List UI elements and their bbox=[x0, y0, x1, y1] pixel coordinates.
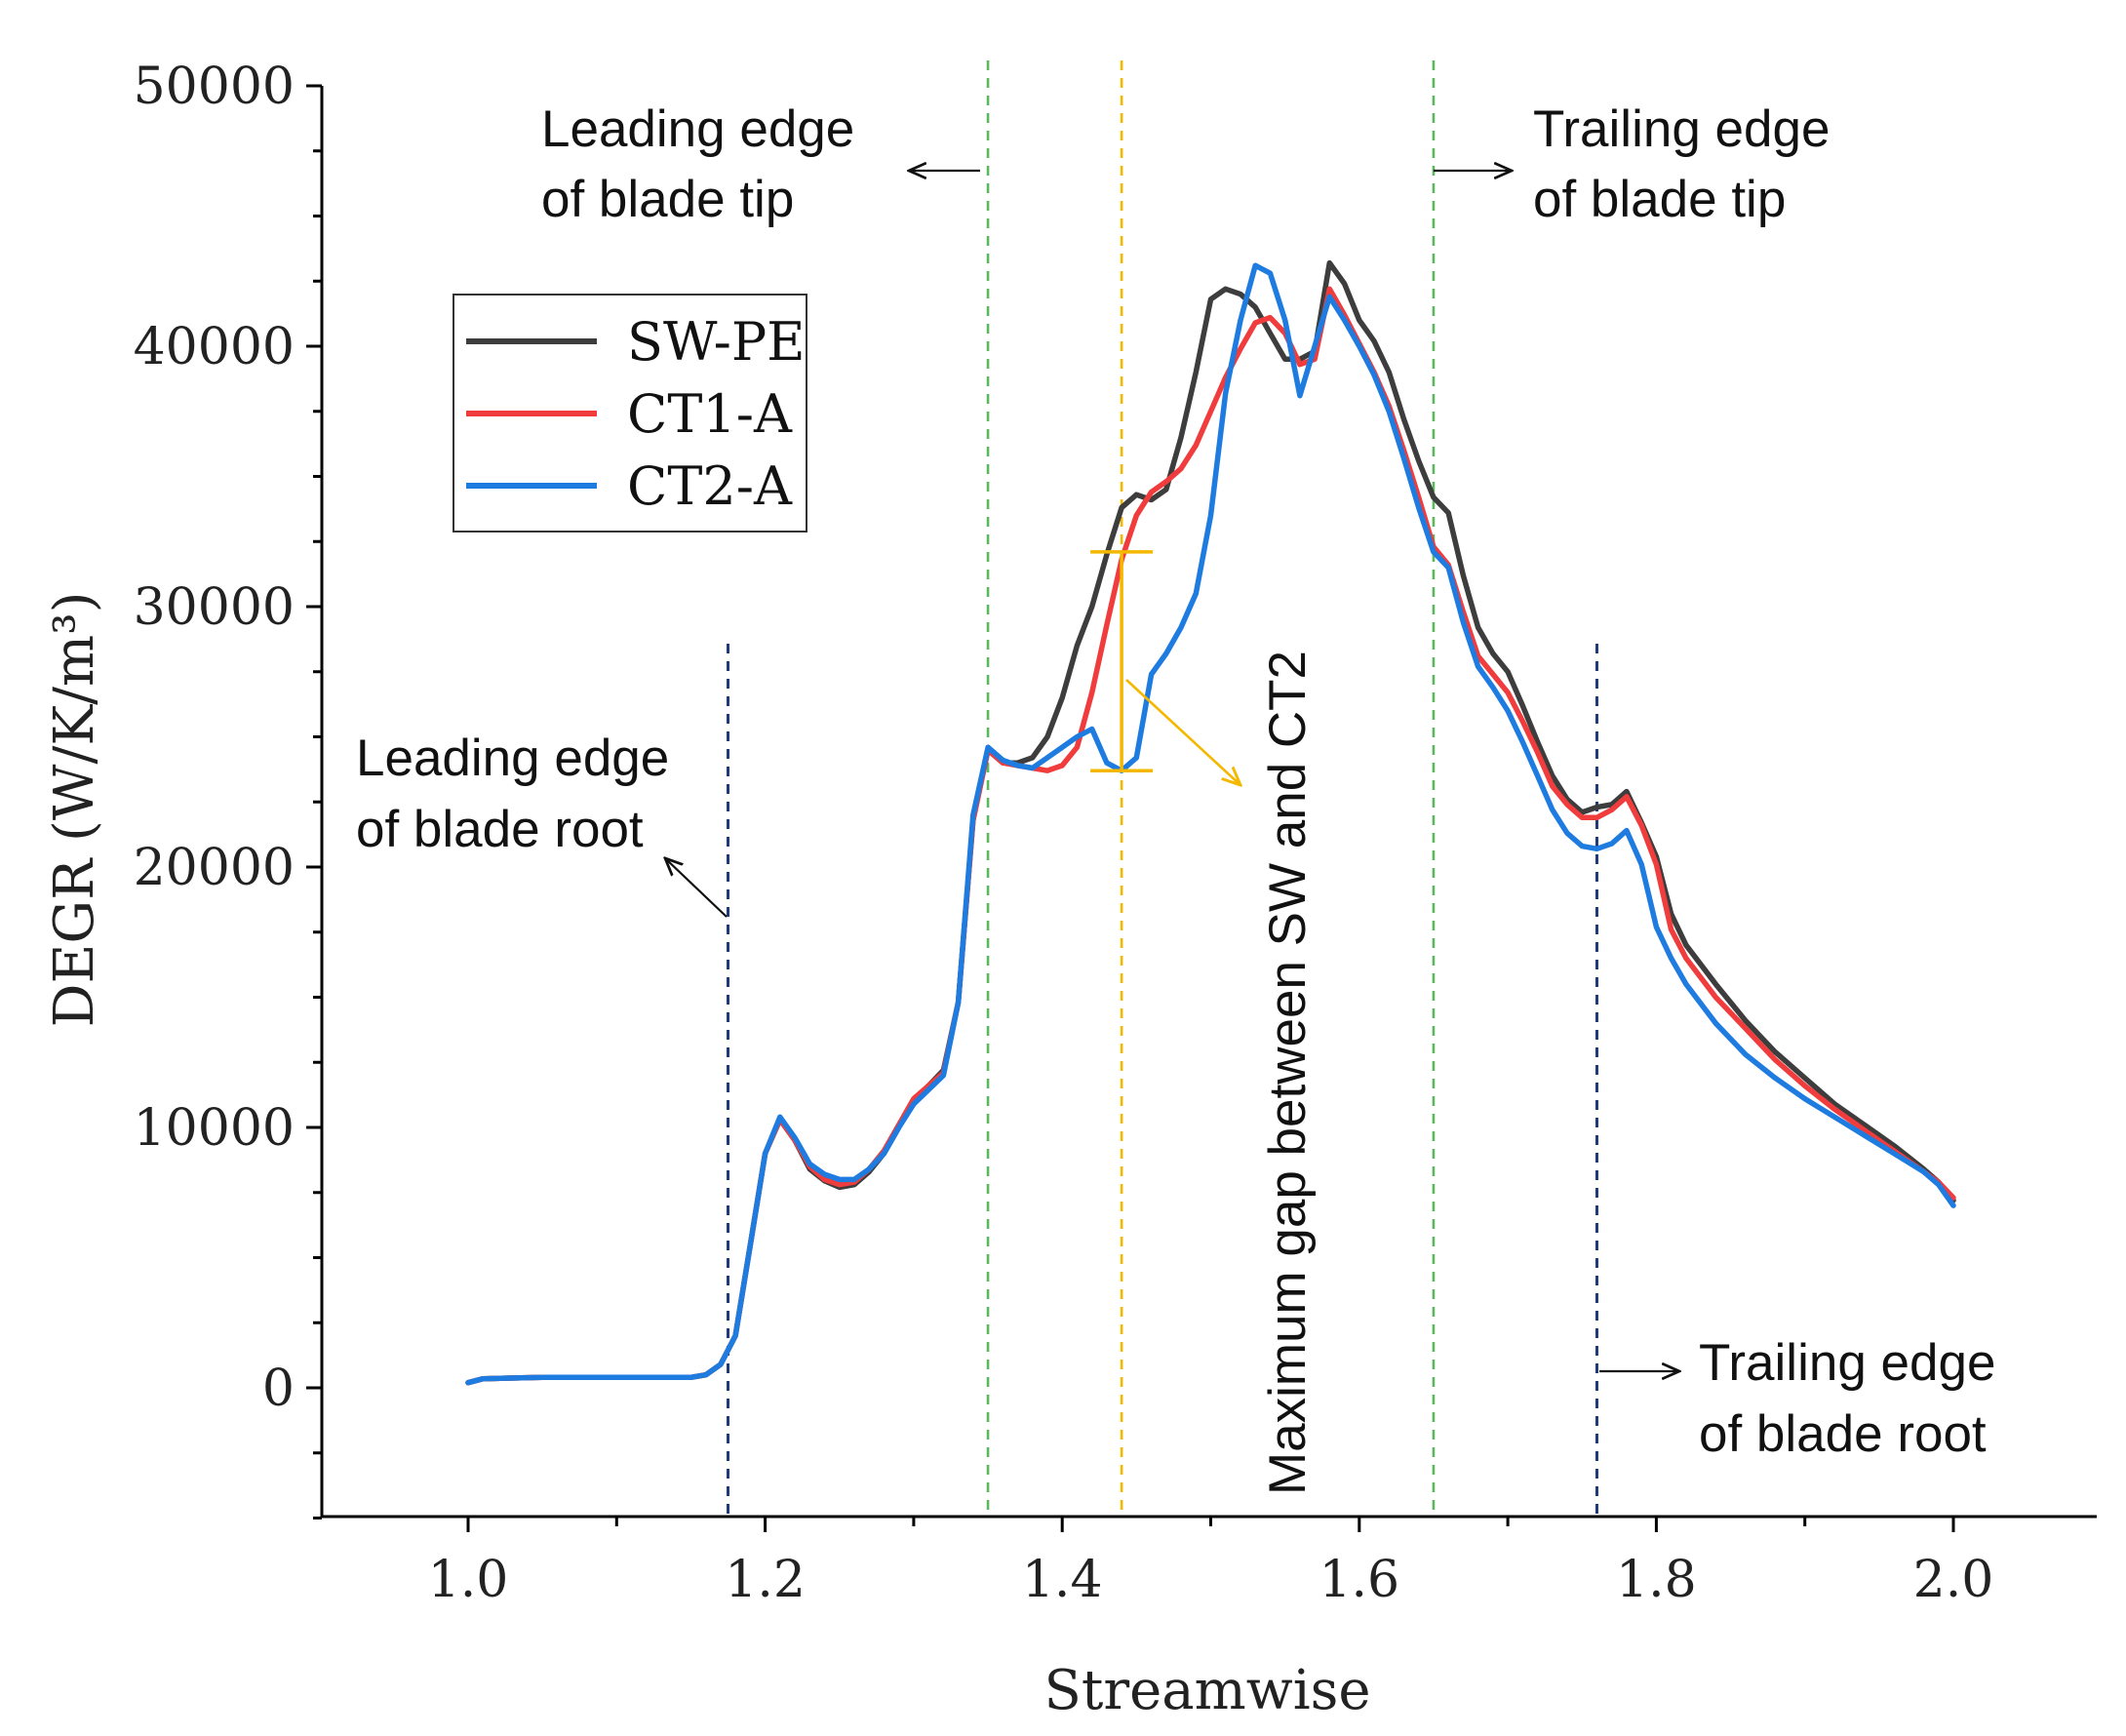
annotation-max-gap: Maximum gap between SW and CT2 bbox=[1125, 651, 1317, 1495]
legend-label-ct2-a: CT2-A bbox=[627, 455, 793, 517]
annotation-te-tip-line1: Trailing edge bbox=[1533, 100, 1830, 158]
y-tick-label: 0 bbox=[262, 1360, 295, 1418]
x-tick-label: 1.2 bbox=[725, 1551, 806, 1609]
y-axis-title: DEGR (W/K/m³) bbox=[43, 592, 106, 1028]
axes: 0 10000 20000 30000 40000 50000 1.0 1.2 1.4 1.6 1… bbox=[134, 58, 2097, 1609]
annotation-le-tip-line2: of blade tip bbox=[541, 171, 794, 228]
annotation-le-tip-line1: Leading edge bbox=[541, 100, 854, 158]
series-line-ct2-a bbox=[465, 262, 1956, 1386]
legend-item-ct2-a: CT2-A bbox=[466, 455, 793, 517]
annotation-le-root-line1: Leading edge bbox=[356, 730, 669, 787]
annotation-max-gap-label: Maximum gap between SW and CT2 bbox=[1259, 651, 1317, 1495]
annotation-te-tip-line2: of blade tip bbox=[1533, 171, 1786, 228]
y-tick-label: 50000 bbox=[134, 58, 295, 116]
annotation-trailing-edge-root: Trailing edge of blade root bbox=[1599, 1334, 1995, 1463]
annotation-te-root-line1: Trailing edge bbox=[1699, 1334, 1995, 1392]
x-tick-label: 1.6 bbox=[1319, 1551, 1399, 1609]
y-tick-label: 40000 bbox=[134, 318, 295, 376]
annotation-le-root-line2: of blade root bbox=[356, 801, 644, 858]
x-tick-label: 1.8 bbox=[1616, 1551, 1697, 1609]
series-line-ct1-a bbox=[465, 286, 1956, 1386]
legend-item-sw-pe: SW-PE bbox=[466, 311, 806, 373]
series-layer bbox=[465, 259, 1956, 1386]
x-tick-label: 1.4 bbox=[1022, 1551, 1103, 1609]
x-tick-label: 2.0 bbox=[1913, 1551, 1994, 1609]
reference-lines bbox=[727, 60, 1598, 1517]
annotation-max-gap-arrow bbox=[1125, 679, 1240, 785]
legend-label-ct1-a: CT1-A bbox=[627, 383, 793, 445]
y-tick-label: 20000 bbox=[134, 839, 295, 897]
legend: SW-PE CT1-A CT2-A bbox=[453, 294, 807, 533]
annotation-leading-edge-tip: Leading edge of blade tip bbox=[541, 100, 980, 228]
annotation-leading-edge-root: Leading edge of blade root bbox=[356, 730, 728, 918]
legend-item-ct1-a: CT1-A bbox=[466, 383, 793, 445]
x-tick-label: 1.0 bbox=[428, 1551, 509, 1609]
x-axis-title: Streamwise bbox=[1044, 1659, 1371, 1722]
annotation-te-root-line2: of blade root bbox=[1699, 1405, 1987, 1463]
y-tick-label: 10000 bbox=[134, 1099, 295, 1158]
annotation-le-root-arrow bbox=[665, 858, 728, 918]
annotation-trailing-edge-tip: Trailing edge of blade tip bbox=[1434, 100, 1830, 228]
legend-label-sw-pe: SW-PE bbox=[627, 311, 806, 373]
gap-marker bbox=[1090, 550, 1154, 772]
y-tick-label: 30000 bbox=[134, 578, 295, 637]
